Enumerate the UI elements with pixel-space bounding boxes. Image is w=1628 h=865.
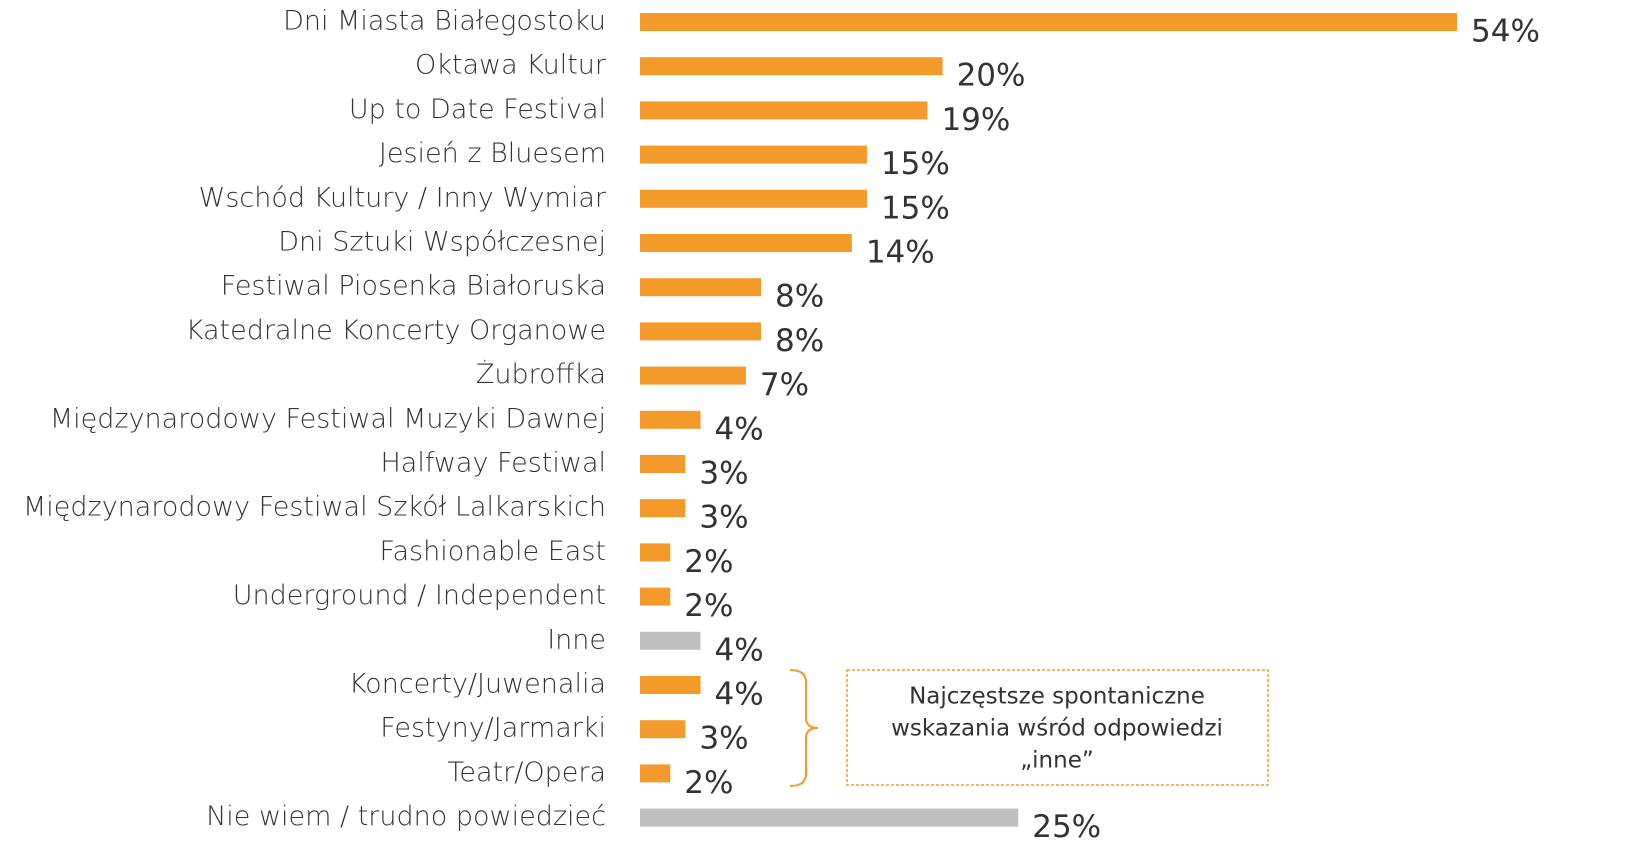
category-label: Inne [547,624,606,655]
value-label: 8% [775,279,824,315]
value-label: 19% [941,102,1010,138]
value-label: 2% [684,588,733,624]
value-label: 7% [760,367,809,403]
annotation-box [846,669,1269,786]
bar [640,676,701,694]
category-label: Dni Sztuki Współczesnej [278,227,606,258]
category-label: Fashionable East [379,536,606,567]
category-label: Halfway Festiwal [380,448,606,479]
value-label: 3% [699,456,748,492]
value-label: 4% [715,411,764,447]
bar [640,499,686,518]
bar [640,145,867,164]
value-label: 2% [684,765,733,801]
annotation-line: Najczęstsze spontaniczne [909,684,1205,710]
bar [640,631,701,650]
bar [640,587,671,606]
bar [640,189,867,208]
annotation-line: „inne” [1020,748,1094,774]
category-label: Oktawa Kultur [415,50,607,81]
category-label: Up to Date Festival [349,94,606,125]
value-label: 2% [684,544,733,580]
category-label: Międzynarodowy Festiwal Muzyki Dawnej [50,403,606,434]
value-label: 14% [866,235,935,271]
bar [640,720,686,739]
value-label: 20% [957,58,1026,94]
bar [640,57,943,76]
bar [640,234,852,252]
category-label: Żubroffka [476,359,606,390]
bar [640,13,1457,31]
bar [640,366,746,385]
category-label: Wschód Kultury / Inny Wymiar [199,182,607,213]
bar [640,278,762,297]
category-label: Festiwal Piosenka Białoruska [221,271,606,302]
annotation-line: wskazania wśród odpowiedzi [891,716,1223,742]
value-label: 15% [881,146,950,182]
value-label: 4% [715,677,764,713]
value-label: 15% [881,190,950,226]
value-label: 54% [1471,14,1540,50]
category-label: Międzynarodowy Festiwal Szkół Lalkarskic… [23,492,606,523]
brace [789,669,819,787]
category-label: Teatr/Opera [448,757,607,788]
bar [640,543,671,562]
category-label: Koncerty/Juwenalia [349,669,606,700]
bar [640,322,762,341]
bar [640,101,928,120]
bar [640,808,1019,827]
value-label: 4% [715,632,764,668]
value-label: 3% [699,721,748,757]
value-label: 8% [775,323,824,359]
category-label: Nie wiem / trudno powiedzieć [206,801,606,832]
category-label: Underground / Independent [233,580,606,611]
value-label: 3% [699,500,748,536]
category-label: Dni Miasta Białegostoku [283,6,606,37]
category-label: Jesień z Bluesem [379,138,606,169]
category-label: Festyny/Jarmarki [380,713,606,744]
bar [640,410,701,429]
bar [640,764,671,783]
value-label: 25% [1032,809,1101,845]
category-label: Katedralne Koncerty Organowe [186,315,606,346]
bar [640,455,686,473]
